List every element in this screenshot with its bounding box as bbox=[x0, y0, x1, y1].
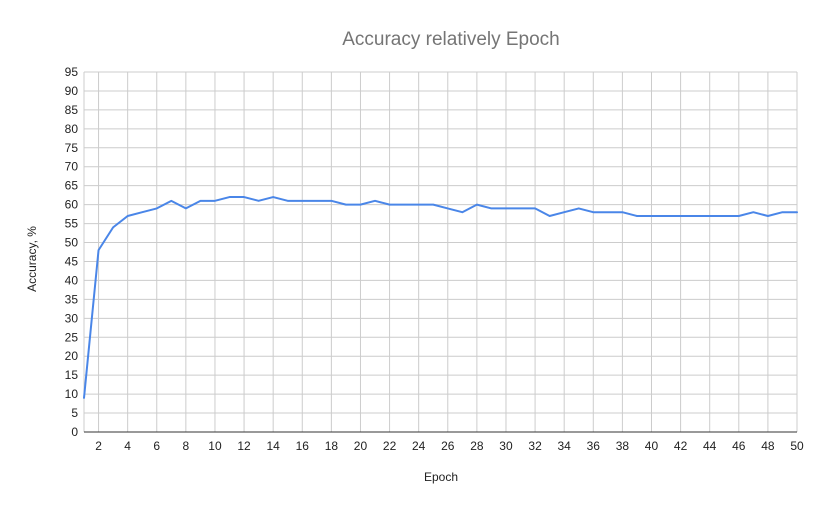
x-tick-label: 28 bbox=[470, 439, 484, 453]
y-tick-label: 30 bbox=[65, 311, 79, 325]
y-tick-label: 15 bbox=[65, 368, 79, 382]
x-tick-label: 34 bbox=[558, 439, 572, 453]
x-tick-label: 42 bbox=[674, 439, 688, 453]
x-tick-label: 36 bbox=[587, 439, 601, 453]
y-tick-label: 20 bbox=[65, 349, 79, 363]
y-tick-label: 35 bbox=[65, 292, 79, 306]
y-tick-label: 85 bbox=[65, 103, 79, 117]
y-tick-label: 10 bbox=[65, 387, 79, 401]
x-axis-ticks: 2 4 6 8 10 12 14 16 18 20 22 24 26 28 30 32 34 36 38 40 42 44… bbox=[95, 439, 804, 453]
x-tick-label: 6 bbox=[153, 439, 160, 453]
x-tick-label: 46 bbox=[732, 439, 746, 453]
y-tick-label: 25 bbox=[65, 330, 79, 344]
y-tick-label: 45 bbox=[65, 254, 79, 268]
x-axis-label: Epoch bbox=[424, 470, 458, 484]
x-tick-label: 8 bbox=[183, 439, 190, 453]
x-tick-label: 20 bbox=[354, 439, 368, 453]
x-tick-label: 48 bbox=[761, 439, 775, 453]
x-tick-label: 16 bbox=[296, 439, 310, 453]
chart-title: Accuracy relatively Epoch bbox=[342, 29, 560, 50]
x-tick-label: 12 bbox=[237, 439, 251, 453]
series bbox=[83, 196, 798, 399]
x-tick-label: 40 bbox=[645, 439, 659, 453]
y-tick-label: 90 bbox=[65, 84, 79, 98]
x-tick-label: 38 bbox=[616, 439, 630, 453]
series-line bbox=[83, 196, 798, 399]
y-tick-label: 5 bbox=[71, 406, 78, 420]
y-tick-label: 80 bbox=[65, 122, 79, 136]
x-tick-label: 22 bbox=[383, 439, 397, 453]
x-tick-label: 32 bbox=[528, 439, 542, 453]
y-tick-label: 65 bbox=[65, 179, 79, 193]
y-tick-label: 40 bbox=[65, 273, 79, 287]
x-tick-label: 14 bbox=[266, 439, 280, 453]
x-tick-label: 10 bbox=[208, 439, 222, 453]
gridlines bbox=[83, 71, 798, 432]
y-tick-label: 75 bbox=[65, 141, 79, 155]
x-tick-label: 4 bbox=[124, 439, 131, 453]
x-tick-label: 44 bbox=[703, 439, 717, 453]
x-tick-label: 30 bbox=[499, 439, 513, 453]
x-tick-label: 24 bbox=[412, 439, 426, 453]
y-axis-ticks: 0 5 10 15 20 25 30 35 40 45 50 55 60 65 70 75 80 85 90 95 bbox=[65, 65, 79, 439]
y-tick-label: 60 bbox=[65, 198, 79, 212]
y-tick-label: 0 bbox=[71, 425, 78, 439]
x-tick-label: 18 bbox=[325, 439, 339, 453]
x-tick-label: 50 bbox=[790, 439, 804, 453]
y-axis-label: Accuracy, % bbox=[25, 226, 39, 292]
y-tick-label: 55 bbox=[65, 217, 79, 231]
x-tick-label: 26 bbox=[441, 439, 455, 453]
y-tick-label: 70 bbox=[65, 160, 79, 174]
y-tick-label: 95 bbox=[65, 65, 79, 79]
x-tick-label: 2 bbox=[95, 439, 102, 453]
y-tick-label: 50 bbox=[65, 236, 79, 250]
